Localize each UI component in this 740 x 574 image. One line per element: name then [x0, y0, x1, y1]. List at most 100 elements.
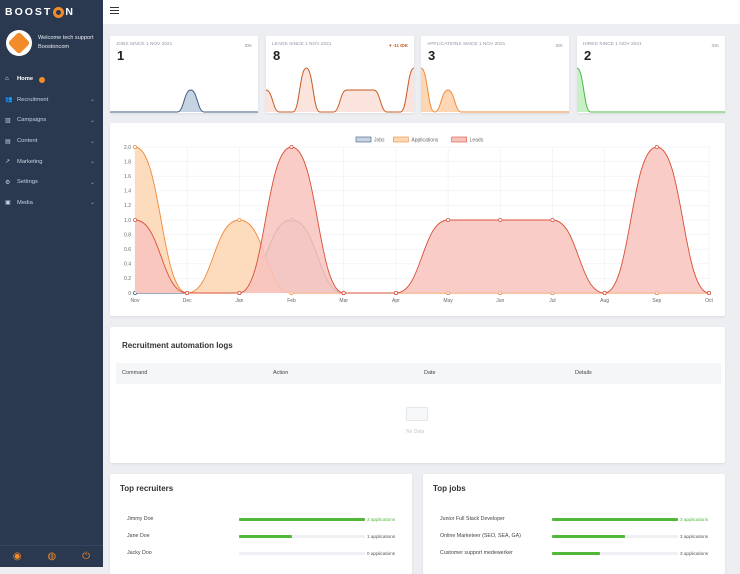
progress-track [552, 518, 678, 521]
progress-fill [239, 535, 292, 538]
row-name[interactable]: Online Marketeer (SEO, SEA, GA) [440, 533, 521, 539]
x-tick-label: Aug [600, 298, 609, 304]
stat-value: 2 [584, 48, 592, 63]
top-jobs-title: Top jobs [433, 484, 466, 493]
stat-sparkline [577, 67, 725, 113]
stat-label: JOBS SINCE 1 NOV 2021 [116, 42, 173, 47]
data-point [341, 291, 346, 295]
data-point [289, 145, 294, 149]
chevron-down-icon: ⌄ [89, 159, 95, 166]
sparkline-area [577, 68, 725, 112]
y-tick-label: 1.2 [124, 203, 131, 209]
home-icon: ⌂ [5, 76, 9, 83]
power-icon[interactable]: ⏻ [82, 551, 91, 562]
legend-label: Applications [411, 138, 438, 144]
progress-fill [552, 535, 626, 538]
progress-track [552, 552, 678, 555]
progress-fill [239, 518, 365, 521]
y-tick-label: 1.4 [124, 189, 131, 195]
row-name[interactable]: Customer support medewerker [440, 550, 513, 556]
sidebar-item-settings[interactable]: ⚙ Settings ⌄ [0, 172, 103, 193]
stat-card-3[interactable]: HIRED SINCE 1 NOV 2021 IDK 2 [577, 36, 725, 113]
y-tick-label: 0 [128, 291, 131, 297]
data-point [550, 218, 555, 222]
data-point [237, 218, 242, 222]
progress-track [552, 535, 678, 538]
data-point [185, 291, 190, 295]
legend-label: Jobs [374, 138, 385, 144]
sidebar-item-campaigns[interactable]: ▥ Campaigns ⌄ [0, 110, 103, 131]
progress-track [239, 518, 365, 521]
sidebar-item-label: Recruitment [17, 96, 49, 103]
data-point [237, 291, 242, 295]
empty-state-text: No Data [406, 429, 425, 435]
sidebar-item-label: Media [17, 199, 33, 206]
top-bar [103, 0, 740, 24]
stat-card-1[interactable]: LEADS SINCE 1 NOV 2021 ▾ -11 IDK 8 [266, 36, 414, 113]
document-icon: ▤ [5, 138, 11, 145]
globe-icon[interactable]: ◍ [47, 551, 57, 562]
stat-card-2[interactable]: APPLICATIONS SINCE 1 NOV 2021 IDK 3 [421, 36, 569, 113]
y-tick-label: 0.8 [124, 232, 131, 238]
row-value: 3 applications [680, 550, 709, 556]
user-circle-icon[interactable]: ◉ [12, 551, 22, 562]
welcome-text: Welcome tech support [38, 35, 94, 41]
logs-title: Recruitment automation logs [122, 341, 233, 350]
progress-track [239, 552, 365, 555]
avatar [6, 30, 32, 56]
stat-sparkline [266, 67, 414, 113]
column-command[interactable]: Command [122, 370, 148, 376]
y-tick-label: 1.0 [124, 218, 131, 224]
row-name[interactable]: Jacky Doo [127, 550, 152, 556]
user-profile[interactable]: Welcome tech support Boostoncom [0, 24, 103, 62]
chevron-down-icon: ⌄ [89, 200, 95, 207]
brand-name-left: BOOST [5, 6, 53, 18]
row-value: 1 applications [367, 533, 396, 539]
stat-label: LEADS SINCE 1 NOV 2021 [272, 42, 332, 47]
stat-unit: IDK [244, 43, 252, 48]
y-tick-label: 0.6 [124, 247, 131, 253]
gears-icon: ⚙ [5, 179, 11, 186]
y-tick-label: 2.0 [124, 145, 131, 151]
y-tick-label: 0.4 [124, 262, 131, 268]
data-point [602, 291, 607, 295]
stat-value: 3 [428, 48, 436, 63]
x-tick-label: May [443, 298, 453, 304]
column-date[interactable]: Date [424, 370, 436, 376]
chevron-down-icon: ⌄ [89, 97, 95, 104]
row-name[interactable]: Junior Full Stack Developer [440, 516, 505, 522]
x-tick-label: Oct [705, 298, 713, 304]
top-jobs-card: Top jobs Junior Full Stack Developer 3 ap… [423, 474, 725, 574]
automation-logs-card: Recruitment automation logs Command Acti… [110, 327, 725, 463]
data-point [654, 145, 659, 149]
activity-chart-card: 0 0.2 0.4 0.6 0.8 1.0 1.2 1.4 1.6 1.8 2.0 Nov Dec Jan… [110, 123, 725, 316]
data-point [133, 145, 137, 149]
sidebar-item-label: Settings [17, 179, 38, 186]
stat-trend-badge: ▾ -11 IDK [389, 43, 408, 48]
brand-logo[interactable]: BOOST N [0, 0, 103, 24]
sidebar-item-marketing[interactable]: ↗ Marketing ⌄ [0, 151, 103, 172]
data-point [393, 291, 398, 295]
sidebar-item-content[interactable]: ▤ Content ⌄ [0, 131, 103, 152]
row-name[interactable]: Jane Doe [127, 533, 150, 539]
stat-sparkline [110, 89, 258, 113]
column-action[interactable]: Action [273, 370, 289, 376]
x-tick-label: Sep [652, 298, 661, 304]
users-icon: 👥 [5, 97, 13, 104]
sidebar-item-media[interactable]: ▣ Media ⌄ [0, 193, 103, 214]
legend-swatch [355, 136, 372, 143]
menu-toggle-icon[interactable] [110, 7, 119, 14]
brand-name-right: N [65, 6, 75, 18]
data-point [498, 218, 503, 222]
activity-chart: 0 0.2 0.4 0.6 0.8 1.0 1.2 1.4 1.6 1.8 2.0 Nov Dec Jan… [124, 136, 713, 304]
row-name[interactable]: Jimmy Doe [127, 516, 154, 522]
y-tick-label: 1.6 [124, 174, 131, 180]
sidebar: BOOST N Welcome tech support Boostoncom ⌂… [0, 0, 103, 567]
column-details[interactable]: Details [575, 370, 592, 376]
sidebar-item-recruitment[interactable]: 👥 Recruitment ⌄ [0, 90, 103, 111]
top-recruiters-title: Top recruiters [120, 484, 174, 493]
images-icon: ▣ [5, 200, 11, 207]
legend-swatch [393, 136, 409, 143]
stat-card-0[interactable]: JOBS SINCE 1 NOV 2021 IDK 1 [110, 36, 258, 113]
sidebar-item-home[interactable]: ⌂ Home [0, 69, 103, 90]
